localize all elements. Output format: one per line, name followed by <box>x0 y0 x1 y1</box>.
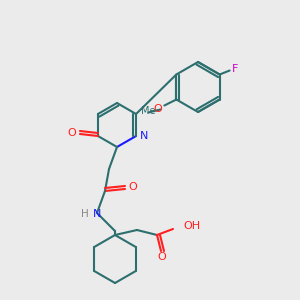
Text: O: O <box>68 128 76 138</box>
Text: OH: OH <box>183 221 200 231</box>
Text: O: O <box>158 252 166 262</box>
Text: F: F <box>232 64 238 74</box>
Text: N: N <box>93 209 101 219</box>
Text: O: O <box>153 103 162 113</box>
Text: O: O <box>129 182 137 192</box>
Text: H: H <box>81 209 89 219</box>
Text: Me: Me <box>141 106 156 116</box>
Text: N: N <box>140 131 148 141</box>
